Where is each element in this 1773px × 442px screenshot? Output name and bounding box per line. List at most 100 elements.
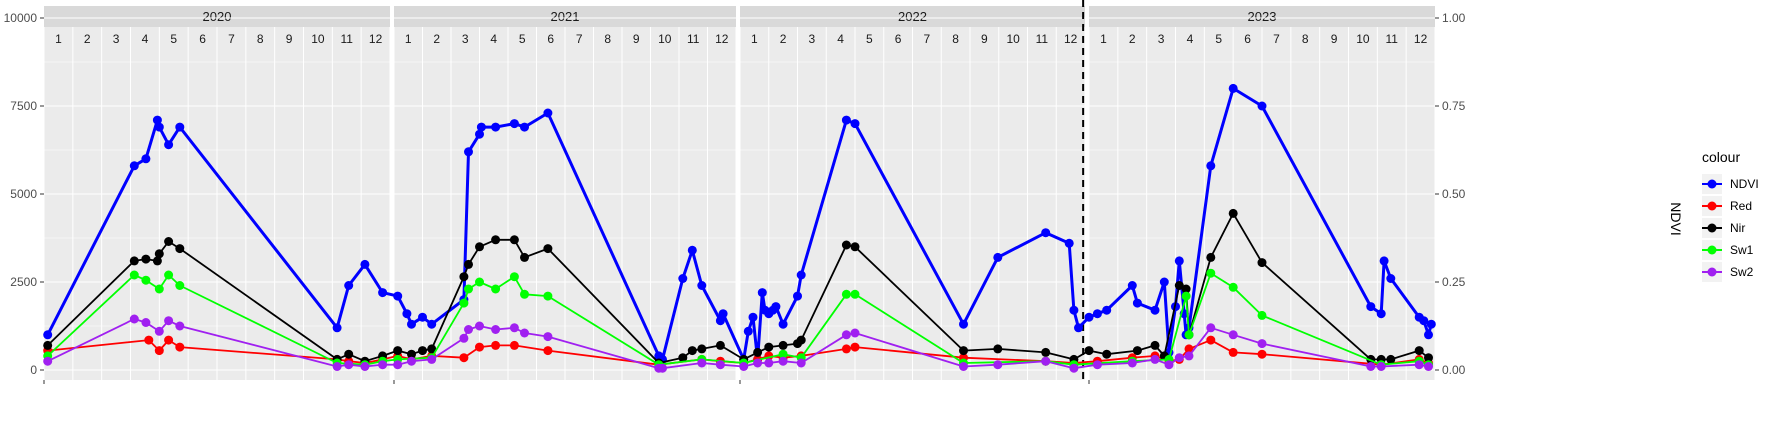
month-label: 2 <box>780 32 787 46</box>
data-point-ndvi <box>1064 238 1074 248</box>
y-tick-label-left: 10000 <box>4 11 38 25</box>
month-label: 6 <box>199 32 206 46</box>
data-point-ndvi <box>509 119 519 129</box>
data-point-nir <box>687 346 697 356</box>
data-point-ndvi <box>959 319 968 329</box>
data-point-sw1 <box>164 270 174 280</box>
data-point-sw2 <box>520 328 529 338</box>
data-point-red <box>491 340 501 350</box>
data-point-nir <box>520 252 529 262</box>
month-label: 1 <box>1100 32 1107 46</box>
data-point-sw2 <box>491 325 501 334</box>
data-point-ndvi <box>491 122 501 132</box>
year-strip-2021 <box>394 6 736 27</box>
data-point-sw2 <box>796 358 806 368</box>
y-axis-right: 0.00 0.25 0.50 0.75 1.00 <box>1435 11 1466 377</box>
data-point-nir <box>164 237 174 246</box>
data-point-ndvi <box>1206 161 1216 171</box>
month-label: 7 <box>228 32 235 46</box>
data-point-red <box>543 346 553 356</box>
data-point-ndvi <box>1159 277 1169 287</box>
data-point-sw2 <box>175 321 185 331</box>
y-axis-left: 0 2500 5000 7500 10000 <box>4 11 44 377</box>
data-point-ndvi <box>1424 330 1433 340</box>
data-point-nir <box>841 240 851 250</box>
data-point-sw1 <box>475 277 484 287</box>
data-point-ndvi <box>678 274 688 283</box>
data-point-ndvi <box>687 245 697 255</box>
data-point-ndvi <box>841 115 851 125</box>
data-point-sw1 <box>175 281 185 290</box>
data-point-red <box>475 342 484 352</box>
data-point-nir <box>715 340 725 350</box>
data-point-ndvi <box>476 122 486 132</box>
data-point-sw2 <box>1127 358 1137 368</box>
data-point-ndvi <box>1127 281 1137 290</box>
month-label: 5 <box>170 32 177 46</box>
data-point-ndvi <box>1150 305 1160 315</box>
data-point-sw1 <box>459 298 469 308</box>
data-point-nir <box>1228 208 1238 218</box>
data-point-sw1 <box>1184 330 1194 340</box>
series-sw1 <box>43 268 1433 370</box>
month-label: 3 <box>809 32 816 46</box>
data-point-sw2 <box>841 330 851 340</box>
series-line-sw1 <box>47 272 1429 366</box>
month-label: 8 <box>604 32 611 46</box>
data-point-nir <box>959 346 968 356</box>
data-point-sw2 <box>1414 360 1424 370</box>
data-point-sw2 <box>509 323 519 333</box>
month-label: 2 <box>433 32 440 46</box>
month-label: 10 <box>658 32 672 46</box>
data-point-ndvi <box>175 122 185 132</box>
data-point-nir <box>1181 284 1191 294</box>
data-point-ndvi <box>850 119 860 129</box>
data-point-ndvi <box>1084 312 1094 322</box>
year-label-2020: 2020 <box>203 9 232 24</box>
data-point-nir <box>427 344 437 354</box>
month-label: 9 <box>286 32 293 46</box>
month-label: 8 <box>1302 32 1309 46</box>
year-label-2023: 2023 <box>1248 9 1277 24</box>
data-point-ndvi <box>164 140 174 150</box>
data-point-nir <box>796 335 806 345</box>
year-label-2022: 2022 <box>898 9 927 24</box>
data-point-red <box>459 353 469 363</box>
data-point-nir <box>764 342 774 352</box>
data-point-ndvi <box>697 281 707 290</box>
legend-key-point <box>1707 245 1717 255</box>
data-point-red <box>1228 347 1238 357</box>
data-point-ndvi <box>475 129 484 139</box>
data-point-sw2 <box>1092 360 1102 370</box>
data-point-ndvi <box>748 312 758 322</box>
data-point-ndvi <box>1069 305 1079 315</box>
data-point-sw2 <box>1150 354 1160 364</box>
data-point-ndvi <box>1174 256 1184 266</box>
month-label: 3 <box>1158 32 1165 46</box>
data-point-sw2 <box>739 362 749 371</box>
data-point-ndvi <box>715 316 725 326</box>
month-label: 6 <box>895 32 902 46</box>
data-point-nir <box>418 346 427 356</box>
data-point-sw2 <box>378 360 388 370</box>
data-point-sw2 <box>764 358 774 368</box>
month-label: 7 <box>924 32 931 46</box>
data-point-ndvi <box>332 323 342 333</box>
data-point-sw1 <box>1206 268 1216 278</box>
y-tick-label-right: 0.75 <box>1442 99 1466 113</box>
data-point-sw2 <box>129 314 139 324</box>
month-label: 1 <box>405 32 412 46</box>
data-point-ndvi <box>1132 298 1142 308</box>
month-label: 12 <box>715 32 729 46</box>
data-point-nir <box>1414 346 1424 356</box>
year-strip-2020 <box>44 6 390 27</box>
data-point-nir <box>678 353 688 363</box>
month-label: 5 <box>1215 32 1222 46</box>
data-point-ndvi <box>993 252 1003 262</box>
data-point-sw2 <box>154 326 164 336</box>
data-point-nir <box>778 340 788 350</box>
data-point-sw2 <box>1257 339 1267 349</box>
legend-key-point <box>1707 267 1717 277</box>
data-point-ndvi <box>771 302 781 312</box>
